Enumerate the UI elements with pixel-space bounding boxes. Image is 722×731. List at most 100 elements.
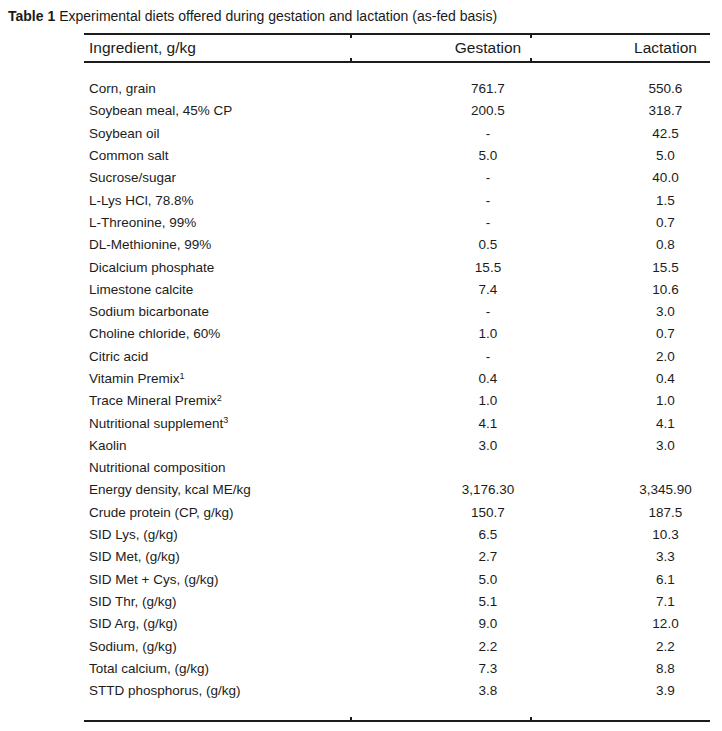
lactation-value-cell: 10.3 — [530, 527, 710, 542]
lactation-value-cell: 3.0 — [530, 438, 710, 453]
ingredient-cell: Limestone calcite — [84, 282, 350, 297]
table-row: DL-Methionine, 99%0.50.8 — [84, 234, 710, 256]
table-row: Sodium bicarbonate-3.0 — [84, 300, 710, 322]
ingredient-cell: SID Met, (g/kg) — [84, 549, 350, 564]
gestation-value-cell: 1.0 — [350, 393, 530, 408]
column-divider-tick — [530, 33, 532, 38]
ingredient-cell: Dicalcium phosphate — [84, 260, 350, 275]
lactation-value-cell: 2.2 — [530, 639, 710, 654]
ingredient-cell: Vitamin Premix1 — [84, 371, 350, 386]
table-row: Vitamin Premix10.40.4 — [84, 367, 710, 389]
gestation-value-cell: 150.7 — [350, 505, 530, 520]
table-row: Citric acid-2.0 — [84, 345, 710, 367]
gestation-value-cell: - — [350, 126, 530, 141]
gestation-value-cell: 1.0 — [350, 326, 530, 341]
ingredient-cell: Soybean oil — [84, 126, 350, 141]
lactation-value-cell: 42.5 — [530, 126, 710, 141]
gestation-value-cell: - — [350, 215, 530, 230]
ingredient-cell: SID Met + Cys, (g/kg) — [84, 572, 350, 587]
table-row: Energy density, kcal ME/kg3,176.303,345.… — [84, 479, 710, 501]
ingredient-cell: Common salt — [84, 148, 350, 163]
lactation-value-cell: 3.9 — [530, 683, 710, 698]
table-row: Limestone calcite7.410.6 — [84, 278, 710, 300]
table-bottom-rule — [84, 720, 710, 722]
lactation-value-cell: 7.1 — [530, 594, 710, 609]
table-top-rule — [84, 33, 710, 35]
footnote-superscript: 3 — [223, 415, 228, 425]
col-header-gestation: Gestation — [350, 39, 530, 57]
ingredient-cell: STTD phosphorus, (g/kg) — [84, 683, 350, 698]
lactation-value-cell: 3.3 — [530, 549, 710, 564]
table-caption-label: Table 1 — [8, 8, 55, 24]
table-row: L-Threonine, 99%-0.7 — [84, 211, 710, 233]
lactation-value-cell: 40.0 — [530, 170, 710, 185]
gestation-value-cell: 5.1 — [350, 594, 530, 609]
gestation-value-cell: 3.0 — [350, 438, 530, 453]
lactation-value-cell: 550.6 — [530, 81, 710, 96]
table-row: Crude protein (CP, g/kg)150.7187.5 — [84, 501, 710, 523]
column-divider-tick — [530, 58, 532, 63]
gestation-value-cell: - — [350, 170, 530, 185]
column-divider-tick — [350, 58, 352, 63]
ingredient-cell: Energy density, kcal ME/kg — [84, 482, 350, 497]
ingredient-cell: Nutritional supplement3 — [84, 416, 350, 431]
gestation-value-cell: 7.3 — [350, 661, 530, 676]
column-divider-tick — [530, 717, 532, 722]
diet-table: Ingredient, g/kg Gestation Lactation Cor… — [84, 33, 710, 722]
lactation-value-cell: 0.7 — [530, 215, 710, 230]
col-header-ingredient: Ingredient, g/kg — [84, 39, 350, 57]
table-header-row: Ingredient, g/kg Gestation Lactation — [84, 35, 710, 61]
gestation-value-cell: - — [350, 349, 530, 364]
ingredient-cell: L-Lys HCl, 78.8% — [84, 193, 350, 208]
lactation-value-cell: 2.0 — [530, 349, 710, 364]
ingredient-cell: Trace Mineral Premix2 — [84, 393, 350, 408]
ingredient-cell: Citric acid — [84, 349, 350, 364]
gestation-value-cell: 761.7 — [350, 81, 530, 96]
table-row: Sodium, (g/kg)2.22.2 — [84, 635, 710, 657]
table-header-rule — [84, 61, 710, 63]
lactation-value-cell: 1.5 — [530, 193, 710, 208]
lactation-value-cell: 5.0 — [530, 148, 710, 163]
gestation-value-cell: 7.4 — [350, 282, 530, 297]
paper-page: Table 1Experimental diets offered during… — [0, 0, 722, 731]
gestation-value-cell: 0.4 — [350, 371, 530, 386]
table-row: Nutritional supplement34.14.1 — [84, 412, 710, 434]
ingredient-cell: Sodium bicarbonate — [84, 304, 350, 319]
gestation-value-cell: 6.5 — [350, 527, 530, 542]
lactation-value-cell: 0.4 — [530, 371, 710, 386]
gestation-value-cell: - — [350, 304, 530, 319]
lactation-value-cell: 8.8 — [530, 661, 710, 676]
table-row: SID Thr, (g/kg)5.17.1 — [84, 590, 710, 612]
lactation-value-cell: 3,345.90 — [530, 482, 710, 497]
table-row: L-Lys HCl, 78.8%-1.5 — [84, 189, 710, 211]
ingredient-cell: Crude protein (CP, g/kg) — [84, 505, 350, 520]
column-divider-tick — [350, 33, 352, 38]
table-row: Kaolin3.03.0 — [84, 434, 710, 456]
ingredient-cell: DL-Methionine, 99% — [84, 237, 350, 252]
lactation-value-cell: 10.6 — [530, 282, 710, 297]
ingredient-cell: Total calcium, (g/kg) — [84, 661, 350, 676]
ingredient-cell: Sodium, (g/kg) — [84, 639, 350, 654]
ingredient-cell: Soybean meal, 45% CP — [84, 103, 350, 118]
table-row: SID Lys, (g/kg)6.510.3 — [84, 523, 710, 545]
gestation-value-cell: 0.5 — [350, 237, 530, 252]
ingredient-cell: Nutritional composition — [84, 460, 350, 475]
ingredient-cell: Choline chloride, 60% — [84, 326, 350, 341]
gestation-value-cell: 3.8 — [350, 683, 530, 698]
table-row: Common salt5.05.0 — [84, 144, 710, 166]
lactation-value-cell: 12.0 — [530, 616, 710, 631]
table-row: Corn, grain761.7550.6 — [84, 78, 710, 100]
ingredient-cell: SID Arg, (g/kg) — [84, 616, 350, 631]
gestation-value-cell: 200.5 — [350, 103, 530, 118]
gestation-value-cell: 5.0 — [350, 148, 530, 163]
table-row: SID Met, (g/kg)2.73.3 — [84, 546, 710, 568]
lactation-value-cell: 4.1 — [530, 416, 710, 431]
ingredient-cell: SID Lys, (g/kg) — [84, 527, 350, 542]
gestation-value-cell: 2.2 — [350, 639, 530, 654]
lactation-value-cell: 6.1 — [530, 572, 710, 587]
table-row: Total calcium, (g/kg)7.38.8 — [84, 657, 710, 679]
table-row: Soybean meal, 45% CP200.5318.7 — [84, 100, 710, 122]
lactation-value-cell: 187.5 — [530, 505, 710, 520]
lactation-value-cell: 0.7 — [530, 326, 710, 341]
gestation-value-cell: 9.0 — [350, 616, 530, 631]
